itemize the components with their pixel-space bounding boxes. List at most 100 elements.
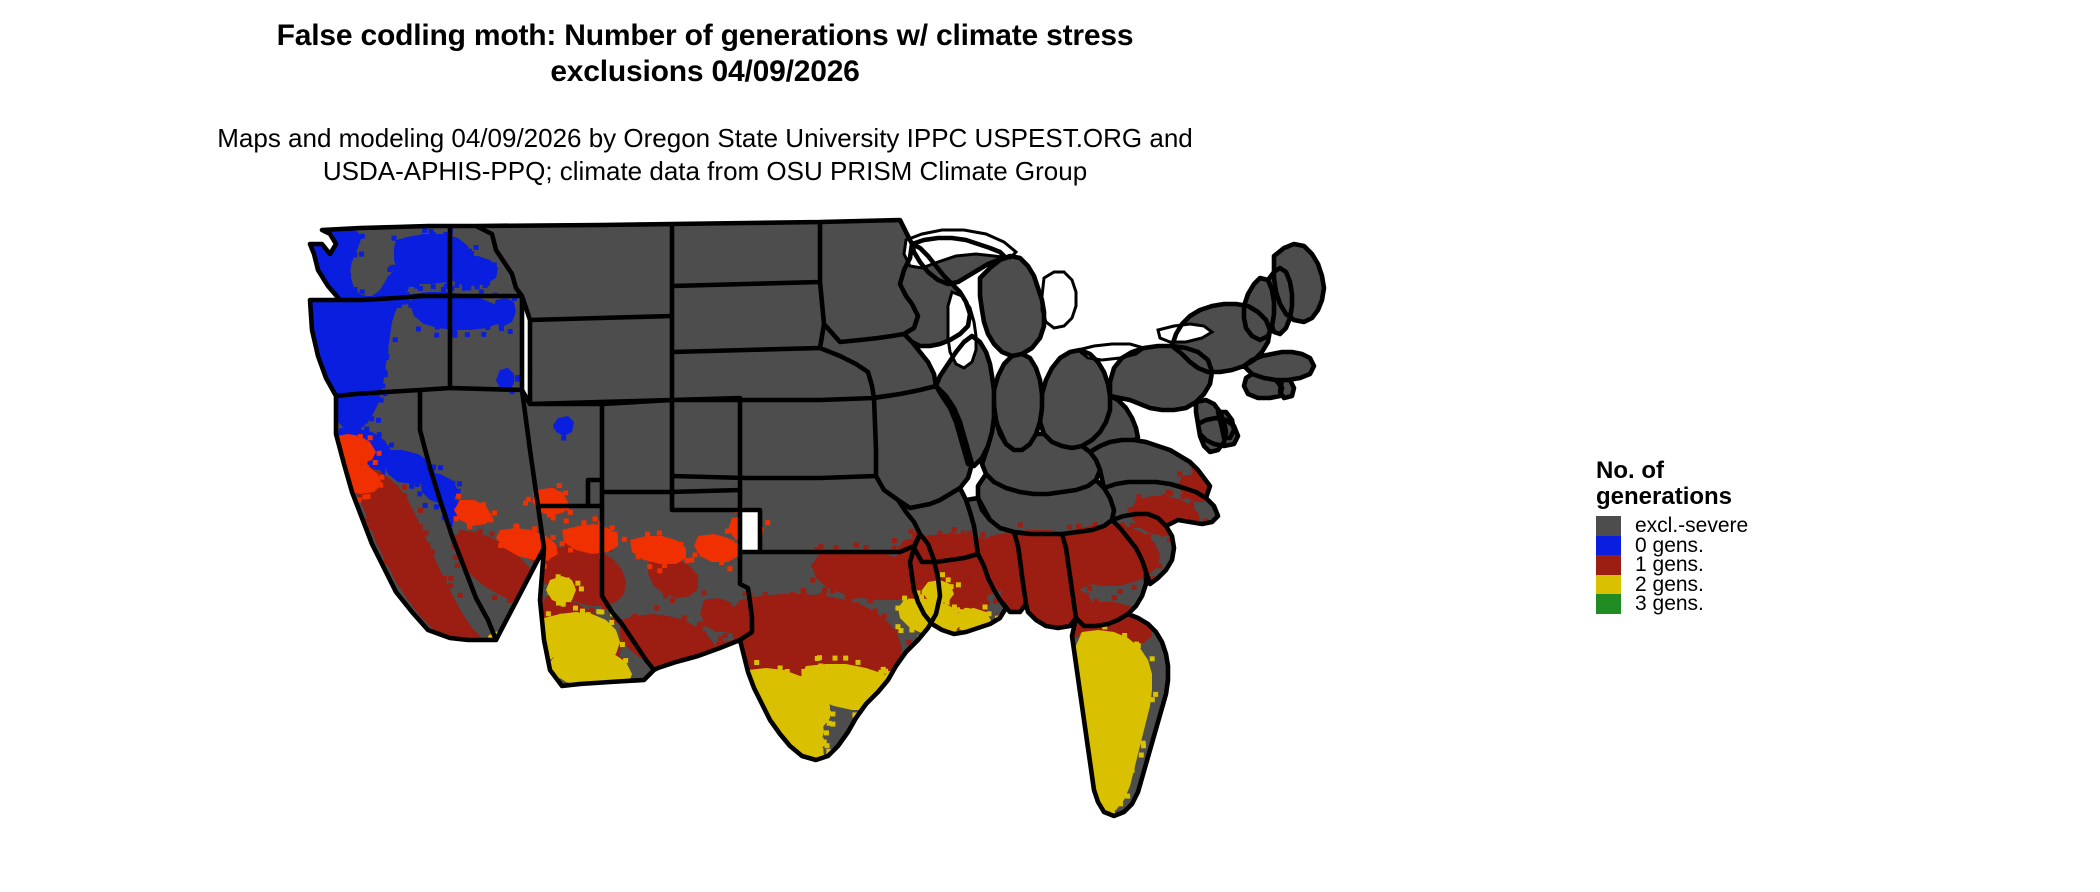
climate-pixel: [413, 474, 418, 480]
climate-pixel: [1016, 630, 1022, 636]
climate-pixel: [833, 545, 839, 550]
climate-pixel: [772, 690, 778, 696]
climate-pixel: [348, 249, 354, 254]
climate-pixel: [387, 275, 393, 281]
climate-pixel: [568, 601, 574, 607]
climate-pixel: [502, 634, 508, 640]
climate-pixel: [501, 591, 507, 597]
climate-pixel: [719, 560, 725, 565]
climate-pixel: [392, 337, 398, 343]
climate-pixel: [878, 618, 884, 624]
climate-pixel: [741, 678, 747, 684]
climate-pixel: [1083, 661, 1089, 666]
climate-pixel: [656, 530, 662, 536]
climate-pixel: [912, 532, 917, 538]
climate-pixel: [777, 665, 783, 671]
climate-pixel: [363, 518, 369, 524]
climate-pixel: [1141, 743, 1146, 749]
climate-pixel: [921, 590, 927, 596]
climate-pixel: [943, 538, 949, 544]
climate-pixel: [918, 626, 924, 632]
climate-pixel: [1178, 528, 1184, 534]
climate-pixel: [596, 686, 602, 691]
climate-pixel: [461, 281, 467, 287]
climate-pixel: [477, 528, 483, 534]
climate-pixel: [951, 604, 957, 610]
page-title: False codling moth: Number of generation…: [276, 19, 1134, 88]
climate-pixel: [909, 627, 915, 633]
climate-pixel: [422, 502, 428, 508]
climate-pixel: [881, 613, 887, 619]
climate-pixel: [1130, 523, 1136, 529]
climate-pixel: [1170, 501, 1176, 507]
climate-pixel: [397, 579, 403, 585]
climate-pixel: [556, 600, 561, 606]
climate-pixel: [538, 650, 544, 656]
climate-pixel: [430, 284, 436, 290]
climate-pixel: [448, 583, 454, 589]
climate-pixel: [523, 500, 528, 506]
climate-pixel: [777, 690, 783, 695]
climate-pixel: [904, 584, 910, 590]
climate-pixel: [489, 531, 495, 537]
climate-pixel: [409, 281, 415, 287]
climate-pixel: [902, 573, 908, 579]
climate-pixel: [621, 536, 627, 542]
climate-pixel: [1117, 589, 1123, 594]
climate-pixel: [815, 697, 821, 703]
climate-pixel: [933, 581, 939, 587]
climate-pixel: [1177, 471, 1183, 477]
climate-pixel: [1149, 656, 1155, 662]
climate-pixel: [455, 610, 461, 616]
climate-pixel: [540, 653, 546, 659]
climate-pixel: [897, 570, 903, 576]
climate-pixel: [635, 549, 641, 555]
climate-pixel: [1012, 631, 1018, 637]
climate-pixel: [662, 563, 667, 568]
climate-pixel: [742, 591, 748, 597]
climate-pixel: [1004, 584, 1010, 590]
legend-swatch: [1596, 516, 1621, 536]
climate-pixel: [414, 482, 420, 487]
climate-pixel: [722, 633, 728, 638]
climate-pixel: [1129, 533, 1134, 539]
climate-pixel: [663, 593, 669, 599]
climate-pixel: [550, 515, 556, 521]
climate-pixel: [549, 664, 555, 670]
climate-pixel: [528, 596, 533, 602]
climate-pixel: [568, 547, 573, 553]
climate-pixel: [621, 664, 627, 670]
climate-pixel: [867, 598, 873, 603]
climate-pixel: [1203, 518, 1209, 524]
climate-pixel: [1167, 537, 1173, 543]
climate-pixel: [503, 547, 508, 552]
climate-pixel: [660, 616, 666, 622]
climate-pixel: [631, 543, 637, 549]
climate-pixel: [811, 563, 817, 569]
climate-pixel: [1046, 578, 1052, 584]
climate-pixel: [380, 383, 386, 389]
climate-pixel: [1027, 579, 1033, 585]
climate-pixel: [376, 432, 382, 438]
climate-pixel: [934, 536, 940, 542]
climate-pixel: [645, 553, 651, 559]
climate-pixel: [451, 644, 457, 650]
climate-pixel: [884, 699, 890, 704]
climate-pixel: [589, 607, 595, 613]
climate-pixel: [948, 584, 954, 590]
climate-pixel: [1088, 676, 1094, 682]
climate-pixel: [986, 611, 992, 617]
climate-pixel: [1062, 612, 1068, 618]
climate-pixel: [571, 688, 577, 693]
climate-pixel: [1078, 600, 1084, 606]
climate-pixel: [376, 450, 382, 456]
climate-pixel: [756, 690, 762, 696]
climate-pixel: [759, 721, 765, 727]
climate-pixel: [471, 301, 476, 306]
climate-pixel: [581, 637, 587, 643]
climate-pixel: [1013, 582, 1019, 588]
climate-pixel: [440, 272, 446, 277]
climate-pixel: [979, 612, 985, 618]
climate-region-shape: [546, 576, 576, 604]
climate-pixel: [488, 304, 493, 310]
